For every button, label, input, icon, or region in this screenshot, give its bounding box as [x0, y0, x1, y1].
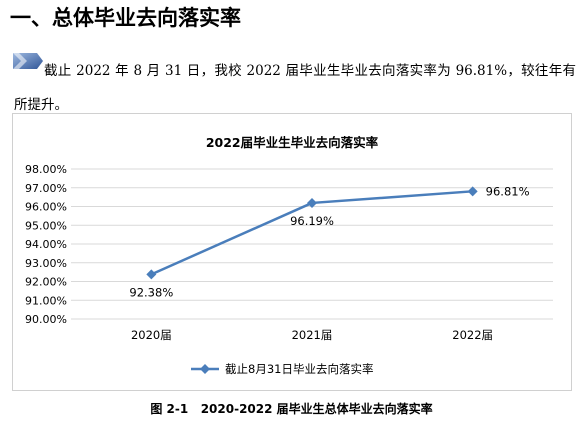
legend-marker-icon — [200, 364, 210, 374]
y-tick-label: 94.00% — [25, 238, 67, 251]
summary-paragraph: 截止 2022 年 8 月 31 日，我校 2022 届毕业生毕业去向落实率为 … — [14, 63, 576, 113]
line-chart: 2022届毕业生毕业去向落实率 90.00% 91.00% 92.00% 93.00% 9… — [25, 135, 553, 376]
chart-title: 2022届毕业生毕业去向落实率 — [206, 135, 379, 150]
x-tick-label: 2021届 — [292, 328, 333, 342]
chart-container: 2022届毕业生毕业去向落实率 90.00% 91.00% 92.00% 93.00% 9… — [12, 113, 572, 391]
y-tick-label: 91.00% — [25, 294, 67, 307]
figure-caption: 图 2-1 2020-2022 届毕业生总体毕业去向落实率 — [150, 402, 433, 416]
legend-label: 截止8月31日毕业去向落实率 — [225, 362, 373, 376]
data-point-marker — [146, 269, 157, 280]
data-point-marker — [467, 186, 478, 197]
y-tick-label: 97.00% — [25, 182, 67, 195]
y-tick-label: 98.00% — [25, 163, 67, 176]
x-tick-label: 2020届 — [131, 328, 172, 342]
arrow-marker-icon — [13, 53, 43, 69]
data-point-marker — [307, 197, 317, 208]
data-label: 96.81% — [486, 184, 530, 198]
y-tick-label: 95.00% — [25, 219, 67, 232]
y-tick-label: 93.00% — [25, 257, 67, 270]
y-tick-label: 92.00% — [25, 276, 67, 289]
y-tick-label: 96.00% — [25, 201, 67, 214]
x-tick-label: 2022届 — [452, 328, 493, 342]
data-label: 92.38% — [129, 285, 173, 299]
section-heading: 一、总体毕业去向落实率 — [10, 6, 241, 30]
data-label: 96.19% — [290, 214, 334, 228]
y-tick-label: 90.00% — [25, 313, 67, 326]
